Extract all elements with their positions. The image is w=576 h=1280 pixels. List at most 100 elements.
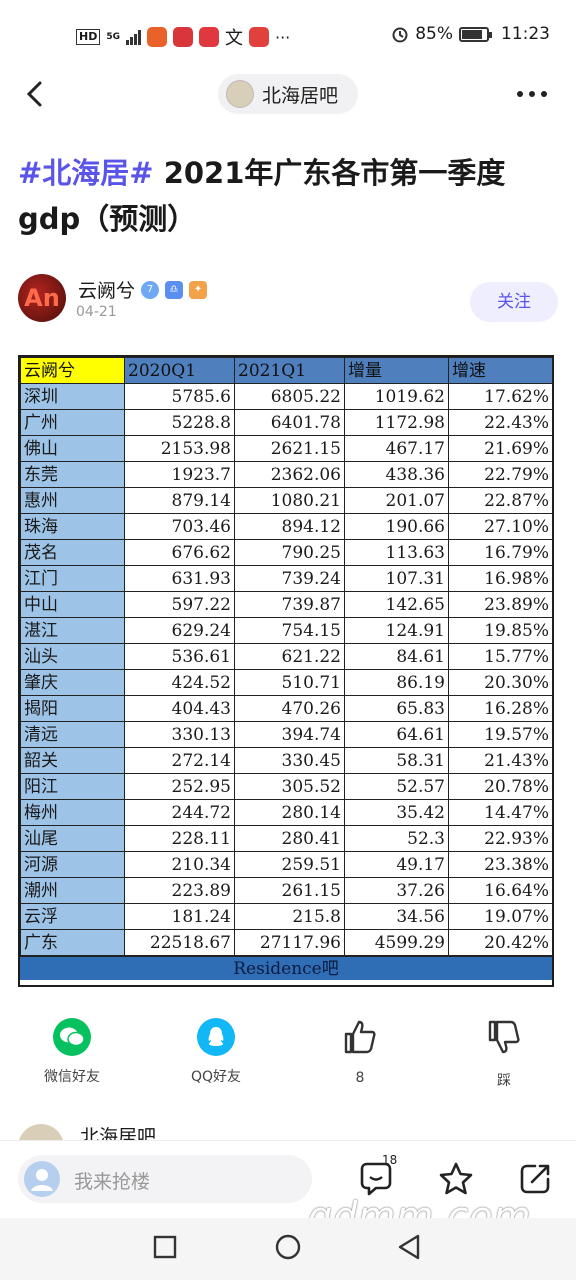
value-cell: 259.51: [234, 851, 345, 878]
value-cell: 22518.67: [124, 929, 235, 956]
value-cell: 1172.98: [344, 409, 449, 436]
next-comment-preview[interactable]: 北海居吧: [18, 1120, 318, 1142]
value-cell: 631.93: [124, 565, 235, 592]
value-cell: 244.72: [124, 799, 235, 826]
table-row: 深圳 5785.6 6805.22 1019.62 17.62%: [20, 383, 553, 410]
city-cell: 汕尾: [20, 825, 125, 852]
system-nav-bar: [0, 1218, 576, 1280]
value-cell: 470.26: [234, 695, 345, 722]
value-cell: 190.66: [344, 513, 449, 540]
author-name[interactable]: 云阙兮: [78, 280, 136, 302]
value-cell: 19.57%: [448, 721, 553, 748]
nav-back-button[interactable]: [394, 1232, 424, 1262]
value-cell: 49.17: [344, 851, 449, 878]
table-row: 揭阳 404.43 470.26 65.83 16.28%: [20, 695, 553, 722]
battery-percent: 85%: [415, 24, 453, 44]
value-cell: 5228.8: [124, 409, 235, 436]
reply-input[interactable]: 我来抢楼: [18, 1155, 312, 1203]
value-cell: 16.79%: [448, 539, 553, 566]
value-cell: 790.25: [234, 539, 345, 566]
city-cell: 湛江: [20, 617, 125, 644]
value-cell: 34.56: [344, 903, 449, 930]
value-cell: 201.07: [344, 487, 449, 514]
chevron-left-icon: [26, 81, 42, 107]
back-button[interactable]: [18, 76, 54, 112]
forum-link[interactable]: 北海居吧: [218, 74, 358, 114]
follow-button[interactable]: 关注: [470, 282, 558, 322]
zodiac-badge-icon: ♎: [165, 280, 184, 299]
value-cell: 15.77%: [448, 643, 553, 670]
value-cell: 5785.6: [124, 383, 235, 410]
comments-button[interactable]: [356, 1159, 396, 1199]
commenter-avatar: [18, 1124, 64, 1142]
more-notifications: ···: [275, 27, 291, 47]
share-qq-button[interactable]: QQ好友: [161, 1018, 271, 1086]
post-title: #北海居# 2021年广东各市第一季度gdp（预测）: [18, 150, 558, 242]
status-left: HD 5G 文 ···: [76, 24, 290, 50]
status-bar: HD 5G 文 ··· 85% 11:23: [0, 0, 576, 70]
value-cell: 20.78%: [448, 773, 553, 800]
author-avatar[interactable]: An: [18, 274, 66, 322]
city-cell: 河源: [20, 851, 125, 878]
value-cell: 107.31: [344, 565, 449, 592]
value-cell: 597.22: [124, 591, 235, 618]
status-right: 85% 11:23: [391, 24, 550, 44]
value-cell: 35.42: [344, 799, 449, 826]
value-cell: 16.98%: [448, 565, 553, 592]
table-row: 中山 597.22 739.87 142.65 23.89%: [20, 591, 553, 618]
value-cell: 37.26: [344, 877, 449, 904]
qq-icon: [197, 1018, 235, 1056]
app-notification-icon: [147, 27, 167, 47]
author-row: An 云阙兮 7 ♎ ✦ 04-21 关注: [18, 272, 558, 328]
city-cell: 梅州: [20, 799, 125, 826]
value-cell: 4599.29: [344, 929, 449, 956]
circle-icon: [275, 1234, 301, 1260]
value-cell: 510.71: [234, 669, 345, 696]
value-cell: 1923.7: [124, 461, 235, 488]
value-cell: 84.61: [344, 643, 449, 670]
value-cell: 223.89: [124, 877, 235, 904]
value-cell: 22.43%: [448, 409, 553, 436]
city-cell: 佛山: [20, 435, 125, 462]
value-cell: 22.93%: [448, 825, 553, 852]
value-cell: 424.52: [124, 669, 235, 696]
table-row: 清远 330.13 394.74 64.61 19.57%: [20, 721, 553, 748]
value-cell: 879.14: [124, 487, 235, 514]
value-cell: 438.36: [344, 461, 449, 488]
table-header-row: 云阙兮 2020Q1 2021Q1 增量 增速: [20, 357, 553, 384]
city-cell: 潮州: [20, 877, 125, 904]
value-cell: 2153.98: [124, 435, 235, 462]
table-row: 湛江 629.24 754.15 124.91 19.85%: [20, 617, 553, 644]
favorite-button[interactable]: [436, 1159, 476, 1199]
hashtag-link[interactable]: #北海居#: [18, 156, 154, 190]
alarm-icon: [392, 27, 408, 43]
table-row: 佛山 2153.98 2621.15 467.17 21.69%: [20, 435, 553, 462]
share-qq-label: QQ好友: [190, 1069, 242, 1085]
share-icon: [520, 1164, 550, 1194]
dislike-button[interactable]: 踩: [449, 1018, 559, 1090]
value-cell: 20.30%: [448, 669, 553, 696]
value-cell: 58.31: [344, 747, 449, 774]
city-cell: 云浮: [20, 903, 125, 930]
value-cell: 394.74: [234, 721, 345, 748]
value-cell: 22.87%: [448, 487, 553, 514]
value-cell: 113.63: [344, 539, 449, 566]
table-row: 云浮 181.24 215.8 34.56 19.07%: [20, 903, 553, 930]
like-button[interactable]: 8: [305, 1018, 415, 1086]
more-options-button[interactable]: [516, 80, 548, 105]
city-cell: 珠海: [20, 513, 125, 540]
share-wechat-button[interactable]: 微信好友: [17, 1018, 127, 1086]
value-cell: 215.8: [234, 903, 345, 930]
city-cell: 阳江: [20, 773, 125, 800]
wechat-icon: [53, 1018, 91, 1056]
value-cell: 210.34: [124, 851, 235, 878]
value-cell: 19.07%: [448, 903, 553, 930]
comment-count: 18: [382, 1153, 398, 1167]
share-button[interactable]: [515, 1159, 555, 1199]
city-cell: 广东: [20, 929, 125, 956]
gdp-table-image[interactable]: 云阙兮 2020Q1 2021Q1 增量 增速 深圳 5785.6 6805.22 1019.6…: [18, 355, 554, 987]
recents-button[interactable]: [150, 1232, 180, 1262]
hd-indicator: HD: [76, 29, 101, 45]
value-cell: 16.64%: [448, 877, 553, 904]
home-button[interactable]: [273, 1232, 303, 1262]
